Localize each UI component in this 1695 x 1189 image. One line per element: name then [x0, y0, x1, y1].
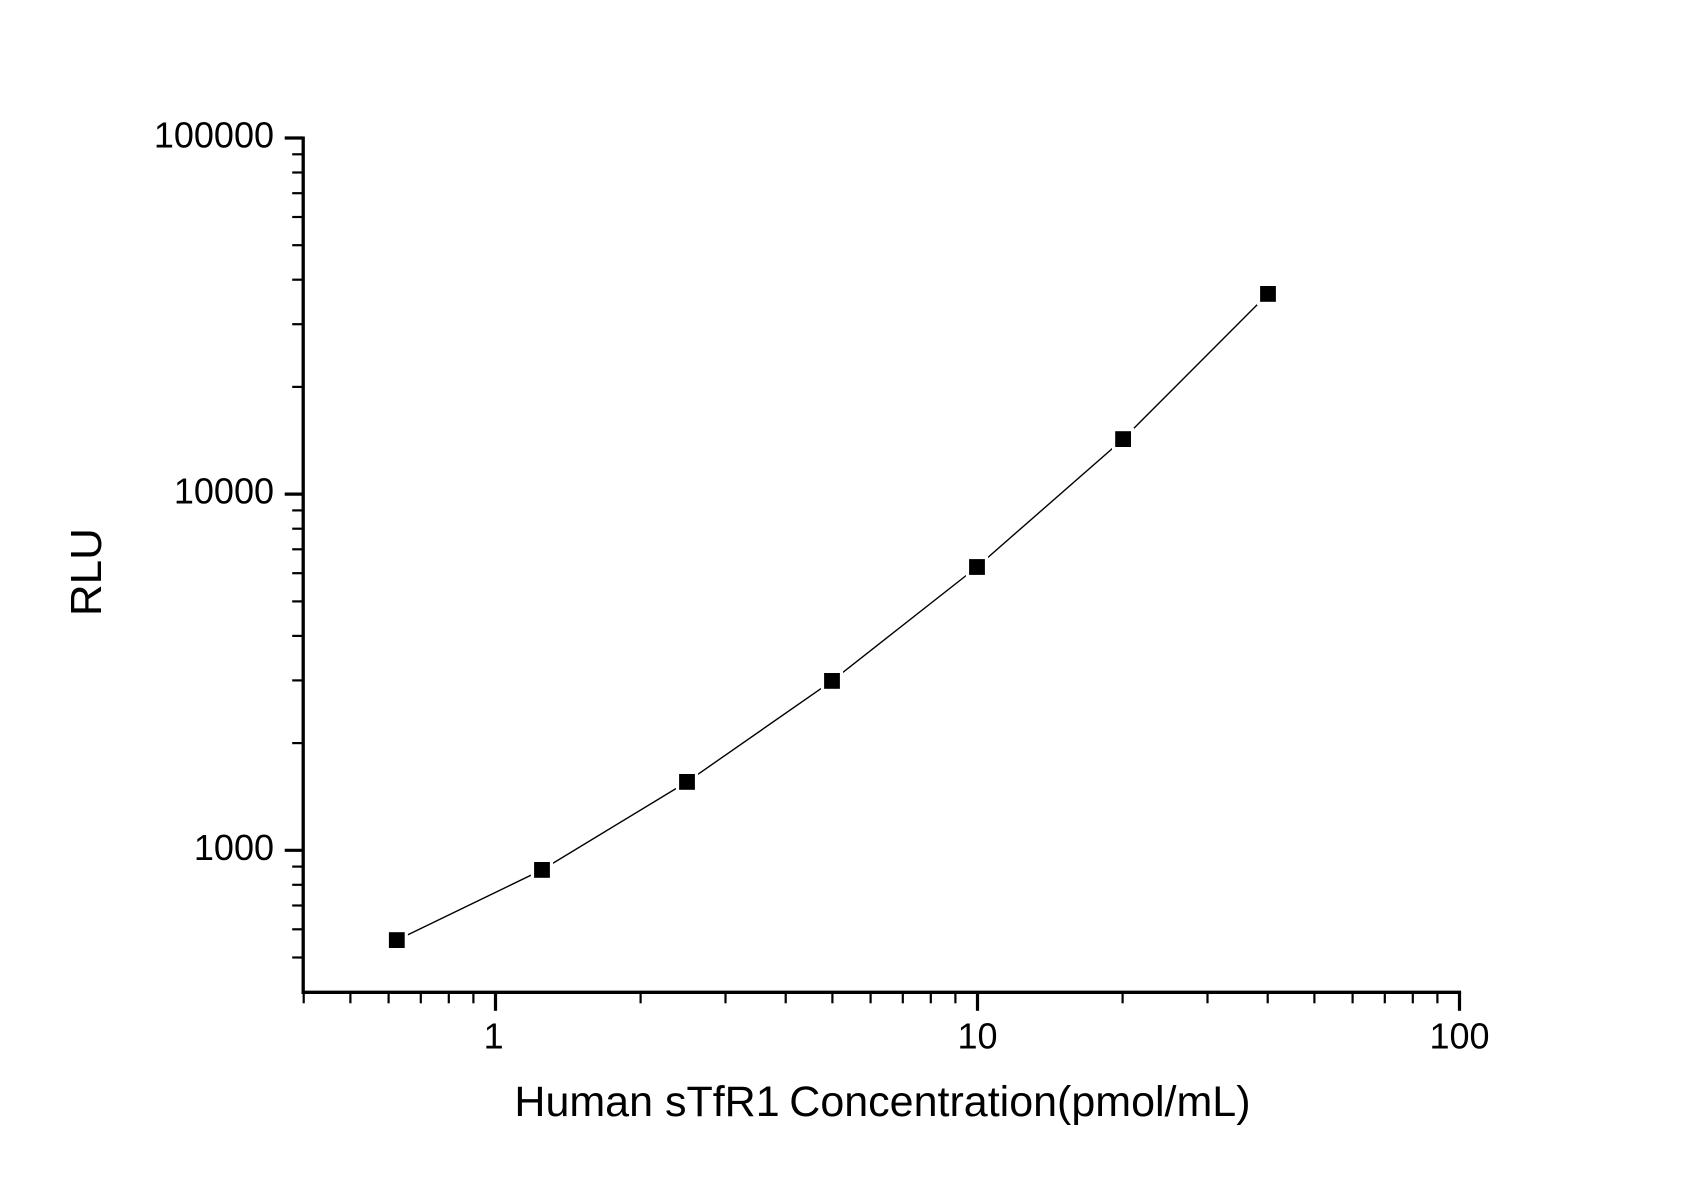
svg-text:Concentration(pmol/mL): Concentration(pmol/mL): [789, 1078, 1250, 1126]
svg-text:Human sTfR1: Human sTfR1: [514, 1078, 779, 1126]
svg-text:1000: 1000: [194, 827, 274, 868]
svg-text:10: 10: [957, 1016, 997, 1057]
svg-text:10000: 10000: [174, 471, 274, 512]
svg-text:100: 100: [1429, 1016, 1489, 1057]
svg-text:100000: 100000: [154, 115, 274, 156]
svg-text:1: 1: [484, 1016, 504, 1057]
svg-text:RLU: RLU: [62, 528, 111, 616]
